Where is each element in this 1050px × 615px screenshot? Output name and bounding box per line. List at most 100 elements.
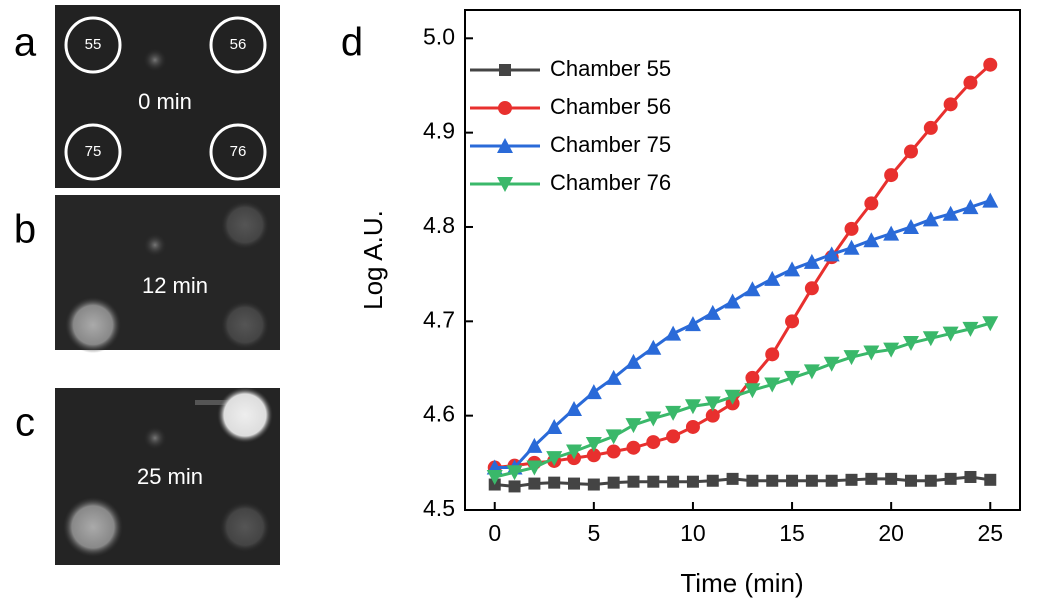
marker [904,474,917,487]
marker [785,314,800,329]
panel-label: b [14,208,36,252]
y-tick-label: 4.7 [423,306,455,332]
marker [864,196,879,211]
marker [844,221,859,236]
y-tick-label: 4.5 [423,495,455,521]
time-label: 12 min [142,273,208,298]
marker [823,356,840,372]
series-line [494,321,991,479]
x-tick-label: 15 [779,520,805,546]
x-tick-label: 25 [977,520,1003,546]
marker [784,370,801,386]
marker [546,451,563,467]
marker [765,347,780,362]
marker [982,192,999,208]
marker [586,448,601,463]
marker [962,321,979,337]
y-axis-title: Log A.U. [358,210,388,310]
x-tick-label: 20 [878,520,904,546]
legend-label: Chamber 55 [550,56,671,81]
marker [922,211,939,227]
marker [962,199,979,215]
marker [486,469,503,485]
marker [499,64,511,76]
marker [883,342,900,358]
x-tick-label: 5 [587,520,600,546]
marker [964,470,977,483]
marker [625,353,642,369]
marker [885,472,898,485]
image-c: 25 min [55,387,280,565]
marker [922,331,939,347]
marker [883,225,900,241]
marker [566,444,583,460]
marker [724,293,741,309]
marker [963,75,978,90]
panel-label: d [341,21,363,65]
chamber-label: 55 [85,36,102,53]
marker [764,377,781,393]
marker [706,474,719,487]
marker [766,474,779,487]
marker [665,405,682,421]
time-label: 0 min [138,89,192,114]
panel-label: c [15,401,35,445]
marker [825,474,838,487]
marker [764,270,781,286]
marker [845,473,858,486]
marker [497,177,513,192]
marker [666,429,681,444]
marker [705,408,720,423]
marker [804,281,819,296]
marker [746,474,759,487]
marker [587,478,600,491]
marker [803,364,820,380]
x-tick-label: 10 [680,520,706,546]
marker [548,476,561,489]
marker [903,144,918,159]
marker [585,436,602,452]
marker [607,476,620,489]
marker [942,205,959,221]
marker [665,325,682,341]
marker [724,389,741,405]
y-tick-label: 4.9 [423,118,455,144]
chamber-label: 56 [230,36,247,53]
marker [784,261,801,277]
marker [884,168,899,183]
marker [685,419,700,434]
marker [704,396,721,412]
marker [823,246,840,262]
marker [984,473,997,486]
marker [982,316,999,332]
marker [803,253,820,269]
marker [863,345,880,361]
marker [943,97,958,112]
chamber-label: 76 [230,143,247,160]
marker [647,475,660,488]
marker [497,138,513,153]
marker [744,383,761,399]
marker [902,218,919,234]
y-tick-label: 4.8 [423,212,455,238]
x-tick-label: 0 [488,520,501,546]
marker [744,281,761,297]
marker [843,350,860,366]
marker [566,401,583,417]
plot-frame [464,9,1021,511]
image-a: 55 56 75 76 0 min [55,5,280,188]
marker [546,418,563,434]
marker [942,326,959,342]
legend-label: Chamber 76 [550,170,671,195]
y-tick-label: 4.6 [423,401,455,427]
series-line [494,63,992,470]
marker [645,339,662,355]
marker [924,474,937,487]
series-line [494,199,991,470]
marker [902,336,919,352]
marker [606,444,621,459]
marker [605,429,622,445]
marker [726,472,739,485]
marker [585,384,602,400]
marker [865,472,878,485]
